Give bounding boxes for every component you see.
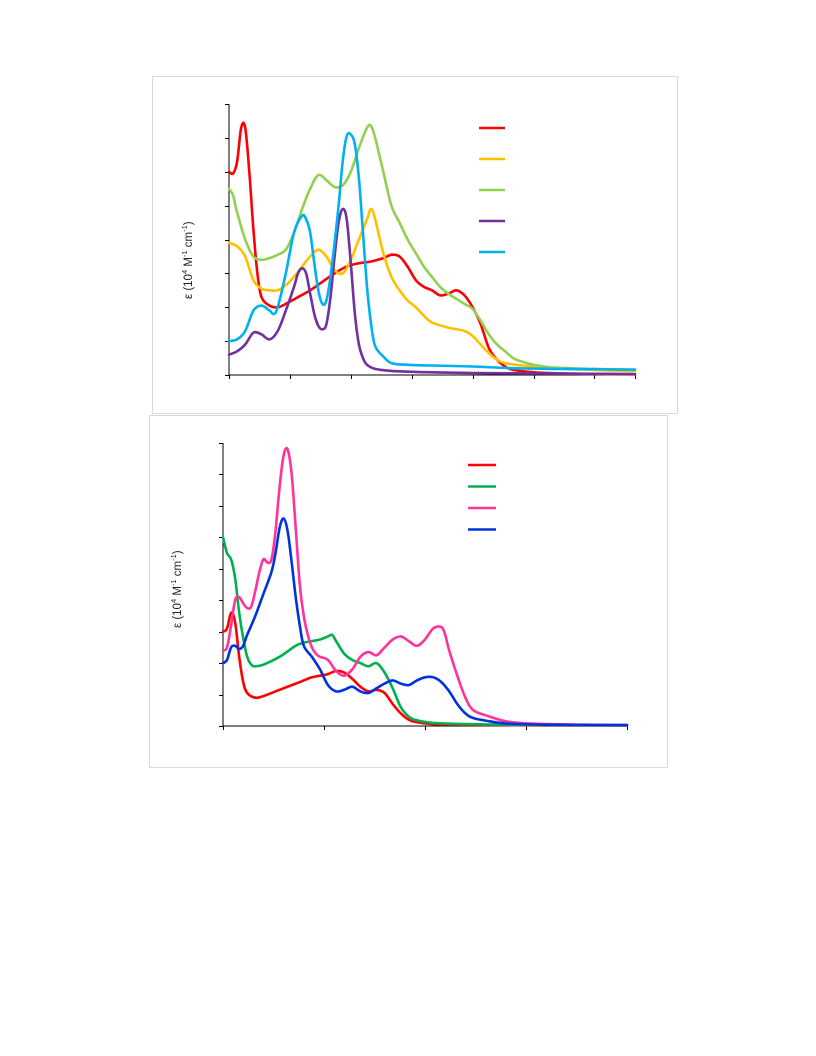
- y-label-part: ε (10: [183, 274, 195, 299]
- series-line-3: [227, 123, 637, 372]
- chart-2-plot: [219, 443, 629, 730]
- y-label-sup: -1: [169, 554, 179, 561]
- y-label-part: ): [172, 550, 184, 555]
- y-label-part: ε (10: [172, 603, 184, 628]
- y-label-sup: 4: [169, 598, 179, 604]
- chart-1-plot: [225, 104, 637, 379]
- chart-2-y-axis-label: ε (104 M-1 cm-1): [169, 550, 184, 628]
- series-line-3: [221, 446, 629, 727]
- y-label-part: ): [183, 221, 195, 226]
- series-line-2: [221, 536, 629, 727]
- y-label-part: M: [172, 586, 184, 599]
- series-line-4: [221, 517, 629, 727]
- series-line-4: [227, 207, 637, 376]
- chart-panel-1: ε (104 M-1 cm-1): [152, 76, 678, 414]
- chart-1-y-axis-label: ε (104 M-1 cm-1): [180, 221, 195, 299]
- series-line-1: [227, 121, 637, 376]
- y-label-sup: -1: [180, 250, 190, 258]
- series-line-5: [227, 131, 637, 371]
- y-label-part: cm: [183, 231, 195, 251]
- y-label-sup: 4: [180, 269, 190, 275]
- y-label-sup: -1: [169, 579, 179, 587]
- y-label-sup: -1: [180, 225, 190, 232]
- series-line-1: [221, 611, 629, 727]
- y-label-part: M: [183, 257, 195, 270]
- series-line-2: [227, 207, 637, 373]
- y-label-part: cm: [172, 560, 184, 580]
- chart-panel-2: ε (104 M-1 cm-1): [149, 415, 668, 768]
